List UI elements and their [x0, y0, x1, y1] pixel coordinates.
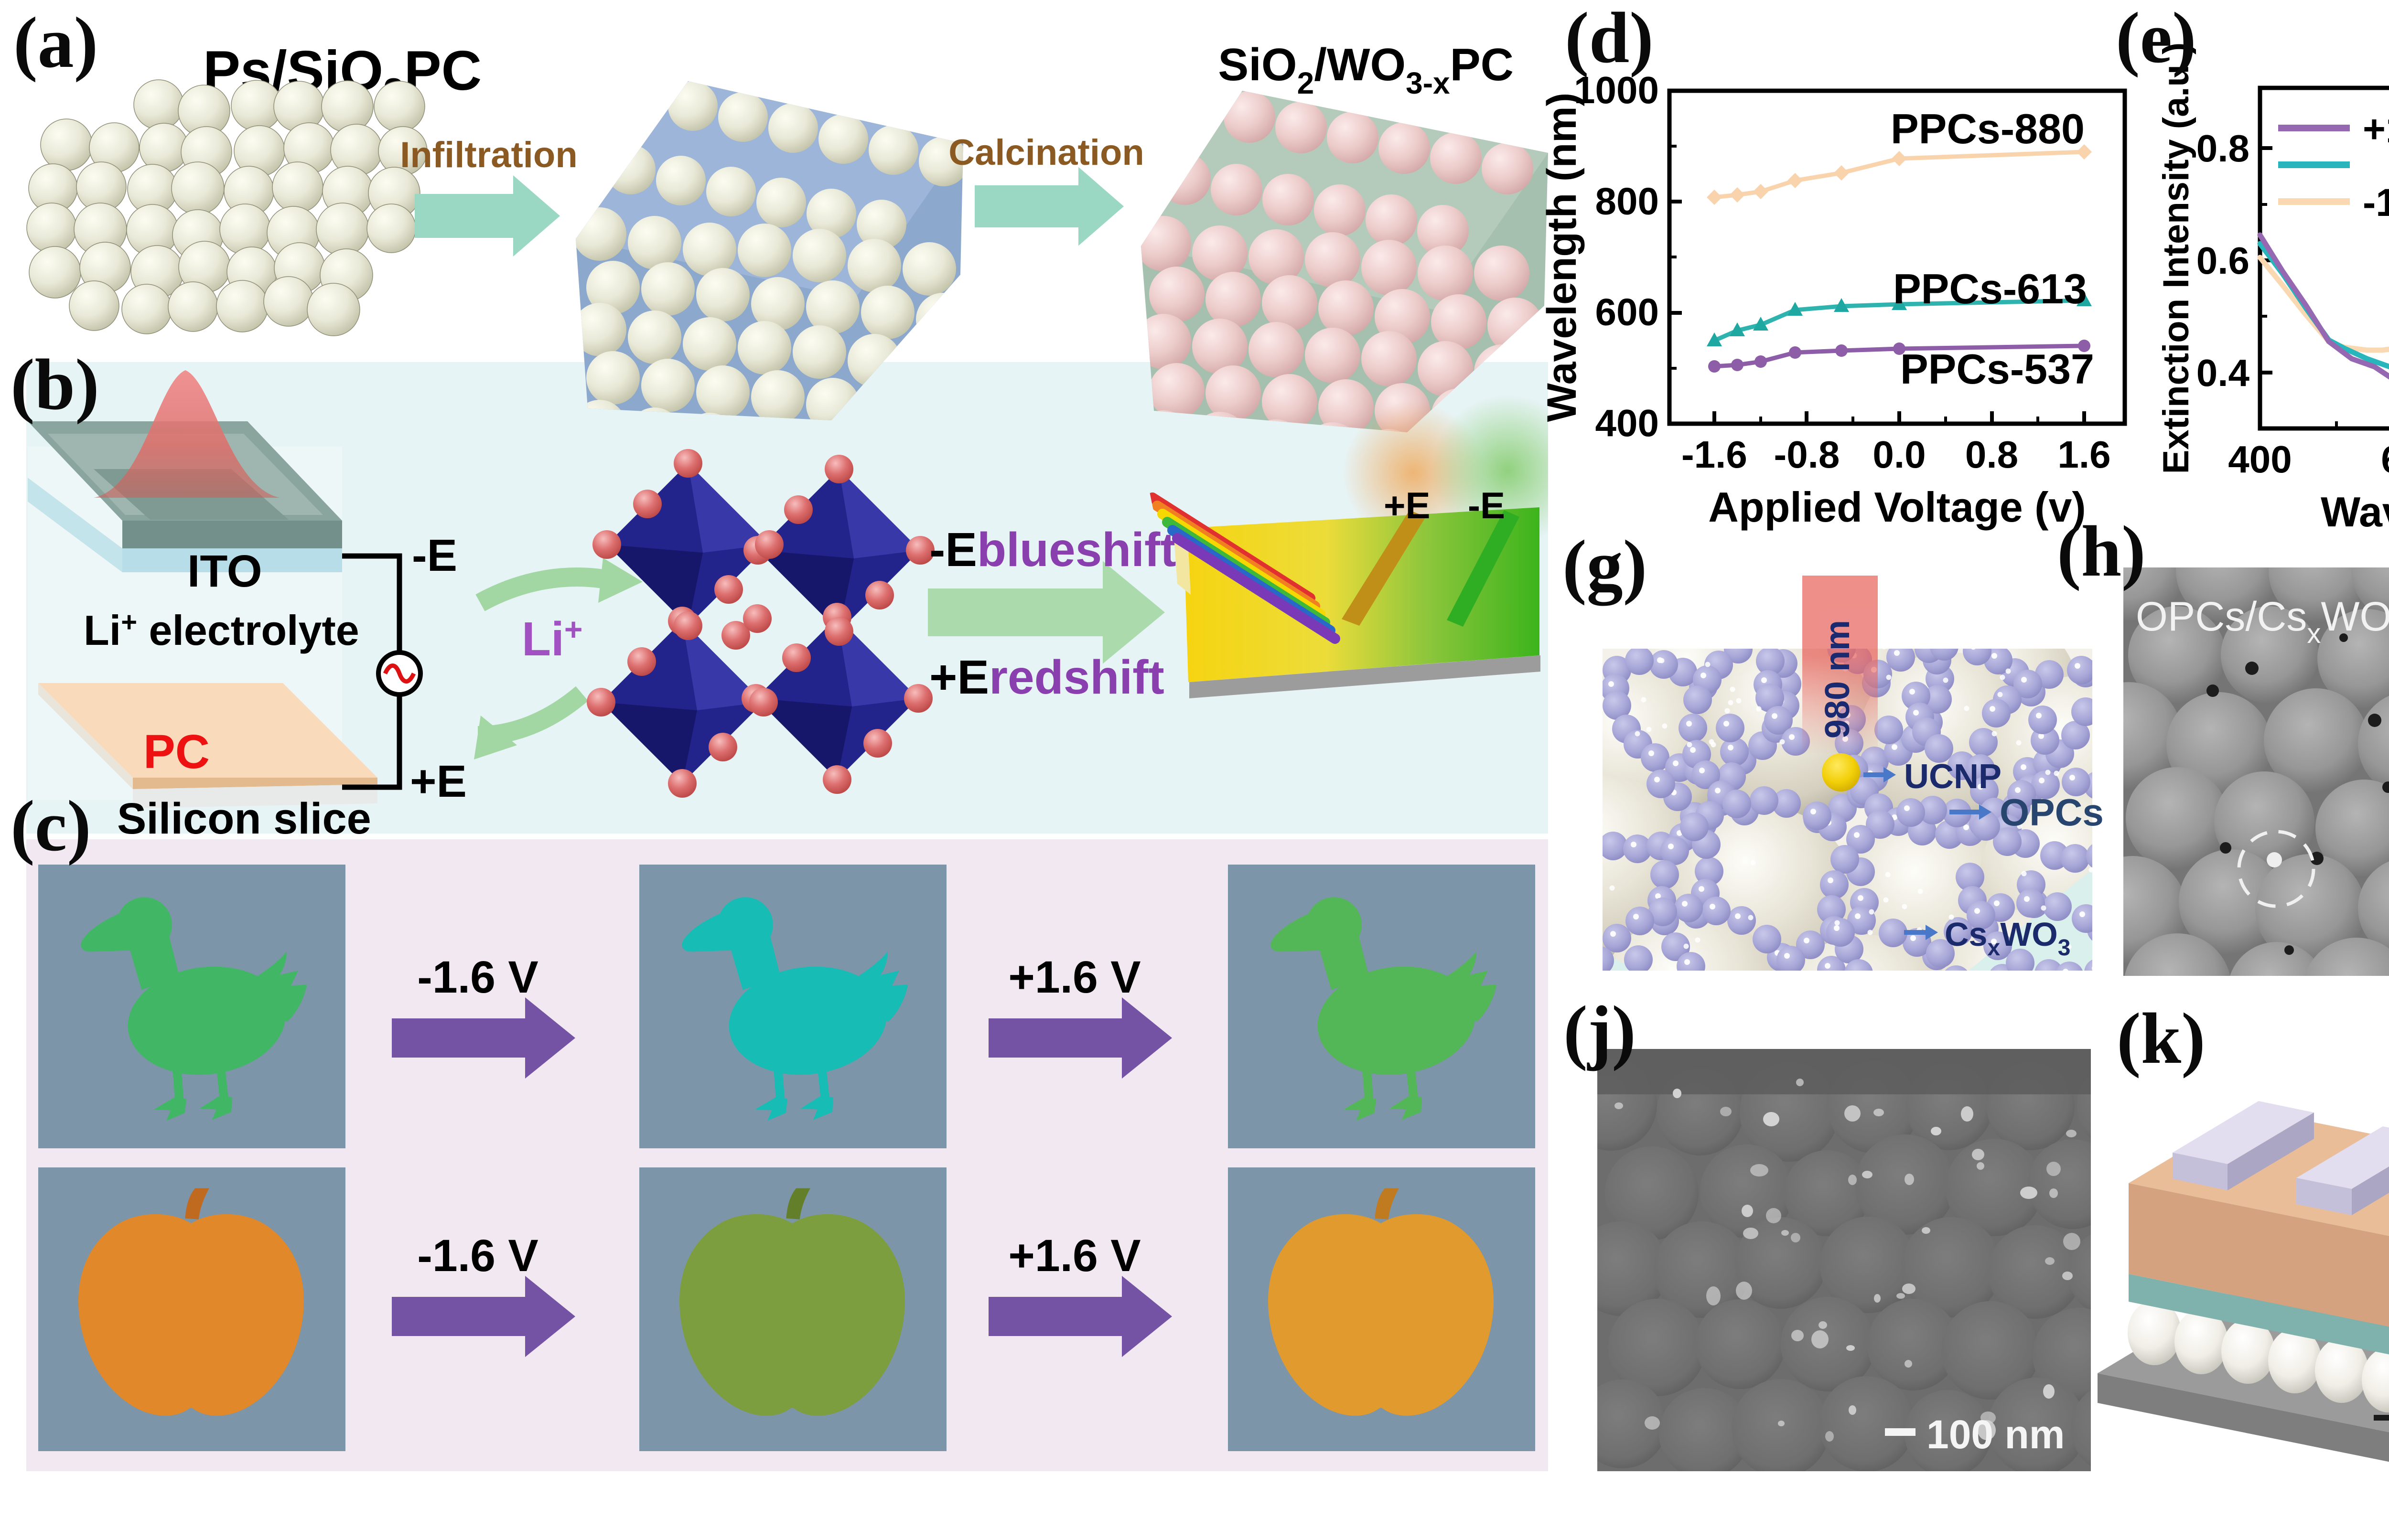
svg-text:100 nm: 100 nm	[1926, 1412, 2065, 1457]
svg-text:0.8: 0.8	[1965, 433, 2018, 476]
svg-text:(h): (h)	[2057, 511, 2146, 591]
svg-text:+1.6 V: +1.6 V	[1008, 1230, 1141, 1281]
svg-text:+E: +E	[1384, 484, 1431, 526]
svg-text:(a): (a)	[13, 2, 98, 83]
svg-text:-Eblueshift: -Eblueshift	[929, 523, 1176, 577]
svg-text:PPCs-613: PPCs-613	[1893, 265, 2087, 312]
svg-text:-E: -E	[1468, 484, 1505, 526]
svg-text:(d): (d)	[1565, 0, 1654, 78]
svg-text:Calcination: Calcination	[948, 132, 1144, 173]
svg-text:OPCs: OPCs	[2000, 791, 2104, 834]
svg-text:+1.6 V: +1.6 V	[2363, 107, 2389, 151]
svg-text:UCNP: UCNP	[1904, 758, 2002, 796]
svg-text:0.4: 0.4	[2196, 352, 2250, 394]
svg-text:Extinction Intensity (a.u.): Extinction Intensity (a.u.)	[2156, 43, 2196, 474]
svg-text:(j): (j)	[1563, 991, 1636, 1071]
svg-text:Infiltration: Infiltration	[400, 135, 578, 175]
svg-text:1.6: 1.6	[2057, 433, 2110, 476]
svg-text:-1.6 V: -1.6 V	[417, 1230, 538, 1281]
svg-text:Wavelength (nm): Wavelength (nm)	[1539, 93, 1585, 422]
svg-text:600: 600	[1595, 291, 1659, 333]
svg-text:(c): (c)	[11, 786, 91, 866]
svg-text:SiO2/WO3-xPC: SiO2/WO3-xPC	[1218, 39, 1514, 100]
svg-text:PPCs-880: PPCs-880	[1891, 105, 2085, 152]
svg-text:(b): (b)	[11, 344, 99, 425]
svg-text:-E: -E	[412, 530, 457, 581]
svg-text:-1.6 V: -1.6 V	[417, 952, 538, 1003]
svg-text:-1.6: -1.6	[1681, 433, 1747, 476]
svg-text:(k): (k)	[2117, 998, 2206, 1079]
svg-text:(g): (g)	[1562, 525, 1647, 606]
svg-text:ITO: ITO	[187, 546, 262, 597]
svg-text:Applied Voltage (v): Applied Voltage (v)	[1708, 483, 2086, 531]
svg-text:+Eredshift: +Eredshift	[929, 651, 1164, 704]
svg-text:400: 400	[1595, 402, 1659, 444]
svg-text:+1.6 V: +1.6 V	[1008, 952, 1141, 1003]
svg-text:0.8: 0.8	[2196, 127, 2249, 170]
svg-text:800: 800	[1595, 180, 1659, 222]
svg-text:(e): (e)	[2116, 0, 2196, 78]
svg-text:Silicon slice: Silicon slice	[117, 794, 371, 843]
svg-text:400: 400	[2228, 438, 2292, 481]
svg-text:-1.6 V: -1.6 V	[2363, 181, 2389, 225]
svg-text:600: 600	[2381, 438, 2389, 481]
svg-text:0.0: 0.0	[1872, 433, 1926, 476]
svg-text:1000: 1000	[1574, 69, 1659, 111]
svg-text:980 nm: 980 nm	[1819, 620, 1857, 738]
svg-text:Wavelength (nm): Wavelength (nm)	[2321, 488, 2389, 535]
svg-text:-0.8: -0.8	[1774, 433, 1840, 476]
svg-text:0.6: 0.6	[2196, 239, 2249, 282]
svg-text:PPCs-537: PPCs-537	[1900, 345, 2094, 393]
svg-text:+E: +E	[410, 756, 467, 807]
svg-text:PC: PC	[143, 725, 210, 779]
